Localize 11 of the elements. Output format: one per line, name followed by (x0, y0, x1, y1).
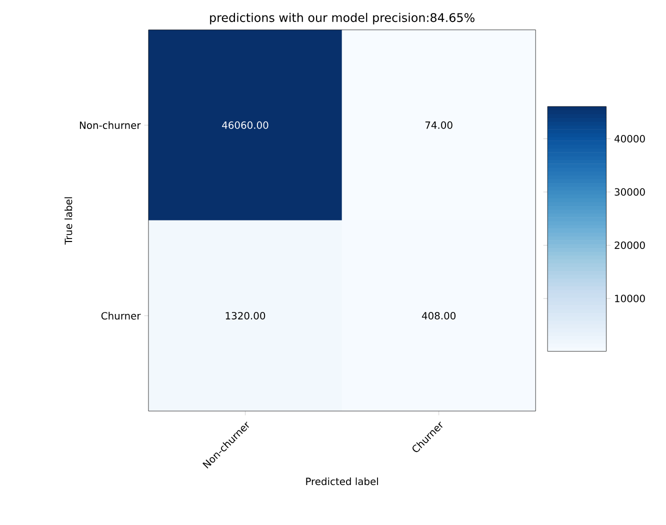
data-label: 46060.00 (222, 121, 268, 129)
color-bar-label: 20000 (614, 241, 645, 249)
data-label: 408.00 (422, 312, 456, 320)
color-bar-label: 40000 (614, 134, 645, 142)
y-axis-title: True label (64, 197, 72, 244)
chart-title: predictions with our model precision:84.65% (210, 12, 474, 24)
x-axis-title: Predicted label (306, 477, 378, 485)
data-label: 74.00 (425, 121, 452, 129)
color-bar-label: 10000 (615, 294, 645, 302)
color-bar-label: 30000 (614, 188, 645, 196)
data-label: 1320.00 (226, 312, 266, 320)
